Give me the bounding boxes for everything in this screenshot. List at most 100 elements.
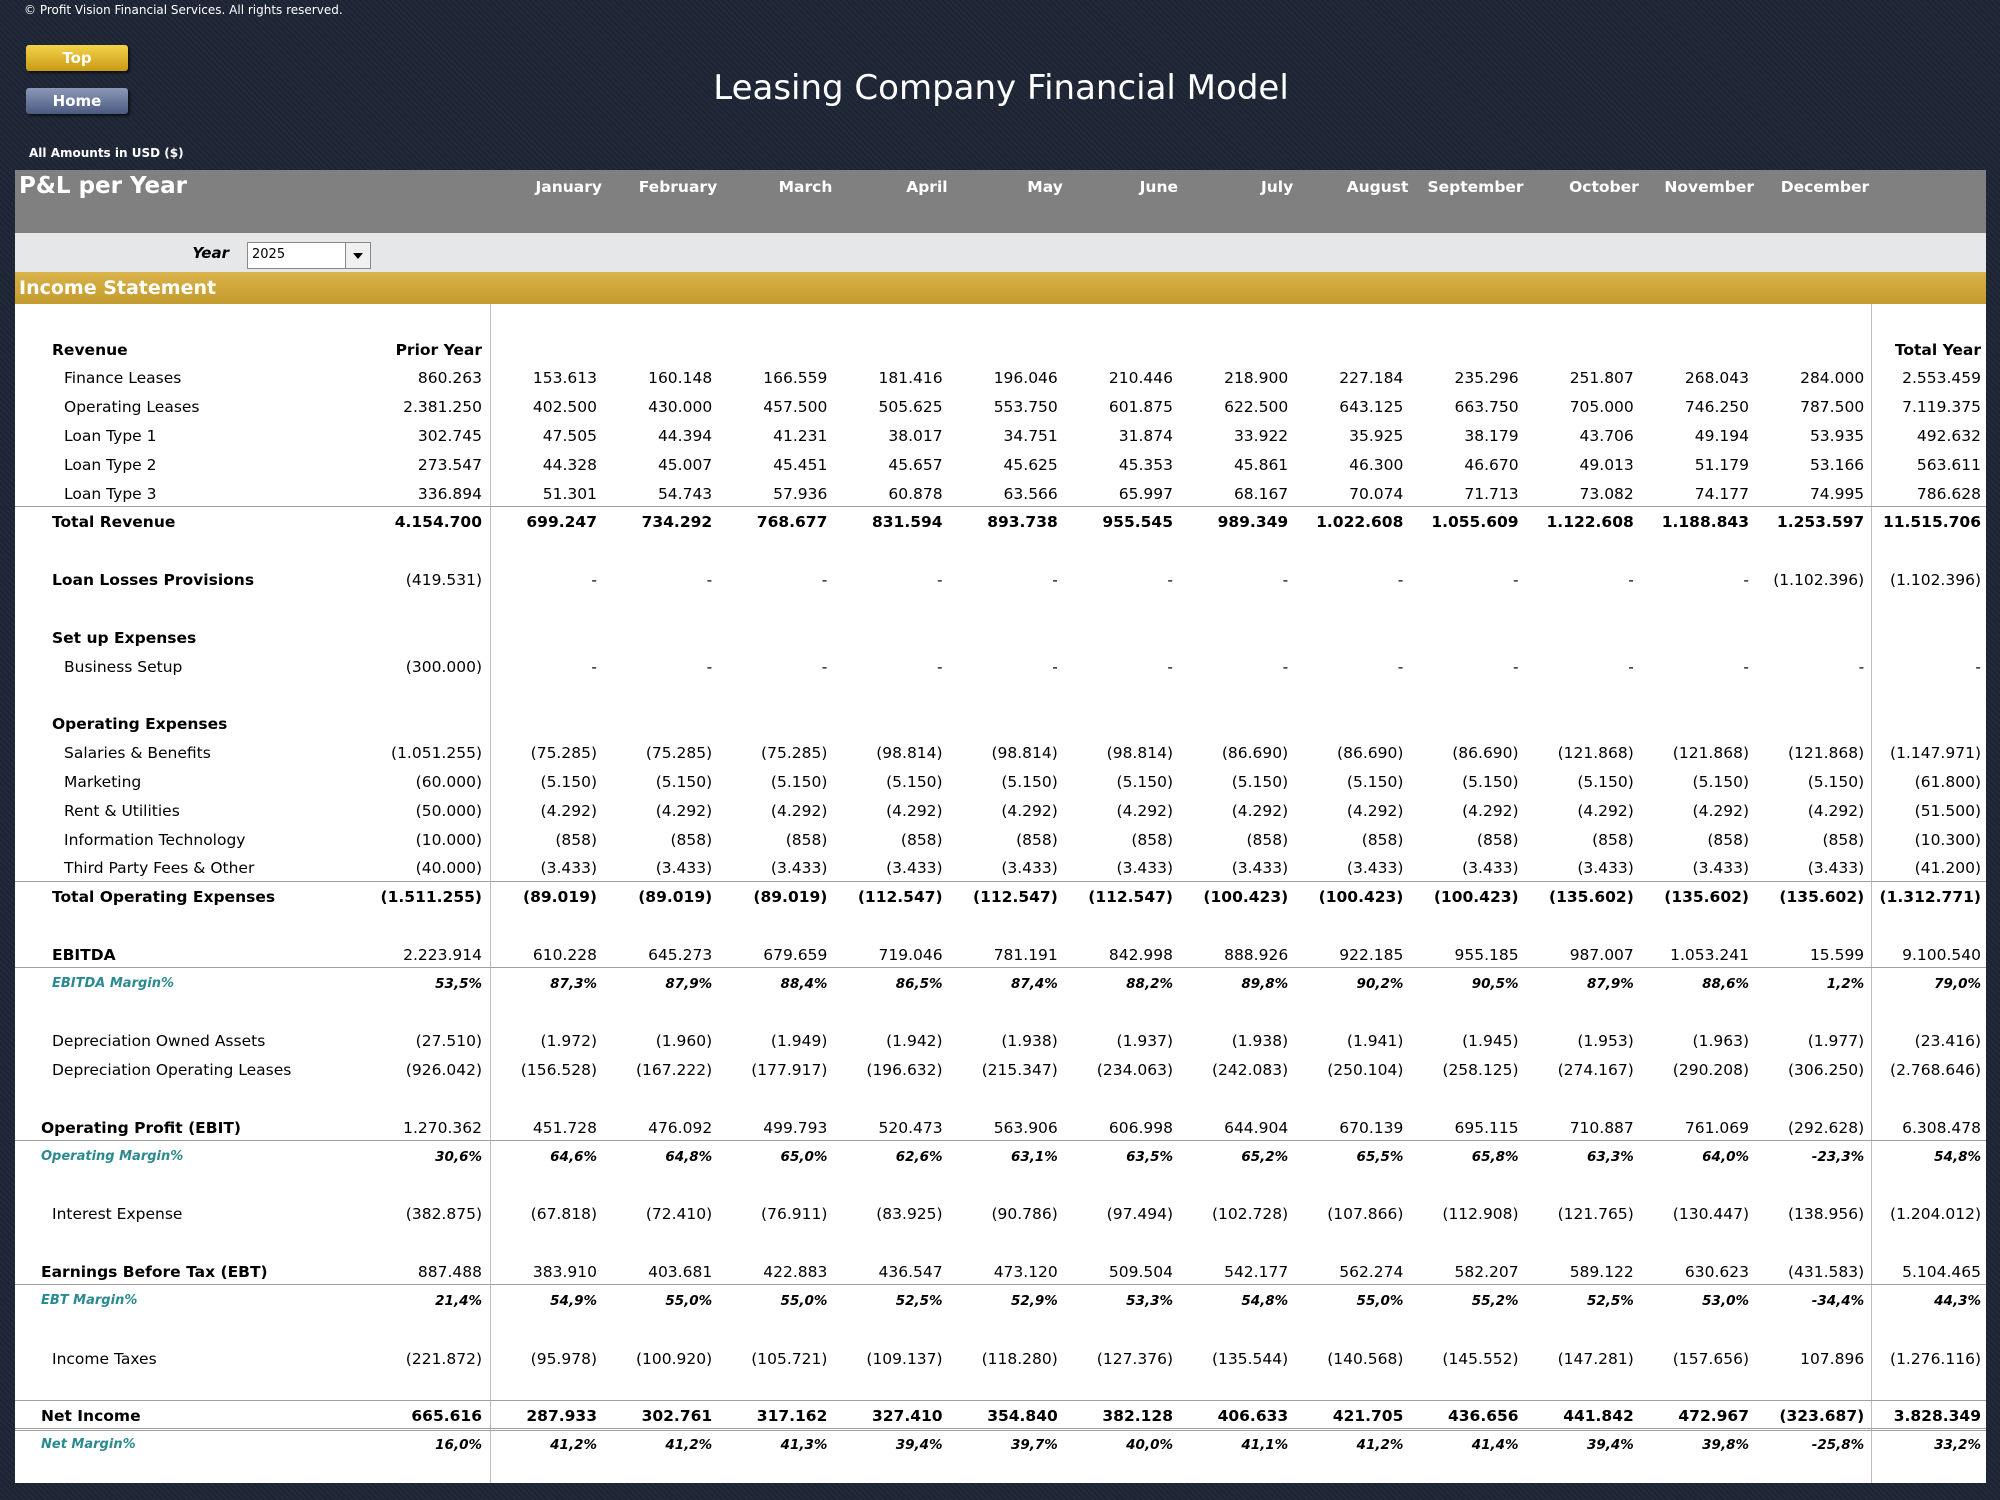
cell-value: 1.053.241 [1670, 945, 1749, 964]
month-header: August [1346, 178, 1409, 196]
row-label: Net Income [41, 1407, 141, 1426]
dropdown-arrow[interactable] [345, 243, 370, 268]
cell-value: 70.074 [1349, 484, 1404, 503]
cell-value: 55,2% [1471, 1292, 1519, 1309]
cell-value: 34.751 [1003, 426, 1058, 445]
top-button[interactable]: Top [26, 45, 128, 71]
cell-value: (107.866) [1327, 1205, 1404, 1224]
cell-value: 6.308.478 [1902, 1118, 1981, 1137]
home-button[interactable]: Home [26, 88, 128, 114]
cell-value: 38.179 [1464, 426, 1519, 445]
cell-value: 663.750 [1454, 398, 1519, 417]
cell-value: (858) [1707, 830, 1749, 849]
cell-value: 64,0% [1702, 1148, 1749, 1165]
cell-value: 831.594 [871, 513, 943, 532]
cell-value: 86,5% [895, 975, 943, 992]
cell-value: (98.814) [876, 744, 943, 763]
cell-value: (3.433) [1692, 859, 1749, 878]
cell-value: 55,0% [1356, 1292, 1404, 1309]
cell-value: 160.148 [648, 369, 713, 388]
cell-value: (41.200) [1914, 859, 1981, 878]
cell-value: 403.681 [648, 1263, 713, 1282]
cell-value: 705.000 [1569, 398, 1634, 417]
cell-value: -34,4% [1811, 1292, 1865, 1309]
cell-value: (4.292) [1807, 801, 1865, 820]
header-band [15, 170, 1986, 233]
cell-value: - [1628, 571, 1634, 590]
cell-value: (234.063) [1096, 1061, 1173, 1080]
cell-value: 441.842 [1563, 1407, 1634, 1426]
cell-value: 39,8% [1702, 1437, 1749, 1454]
cell-value: 45.007 [657, 455, 713, 474]
month-header: April [906, 178, 948, 196]
cell-value: 3.828.349 [1893, 1407, 1981, 1426]
cell-value: 65,2% [1241, 1148, 1289, 1165]
row-label: Depreciation Owned Assets [52, 1032, 266, 1051]
cell-value: 643.125 [1339, 398, 1404, 417]
cell-value: (40.000) [415, 859, 482, 878]
cell-value: (5.150) [1577, 772, 1634, 791]
cell-value: 670.139 [1339, 1118, 1404, 1137]
cell-value: 645.273 [648, 945, 713, 964]
cell-value: (221.872) [405, 1349, 482, 1368]
cell-value: - [1858, 657, 1865, 676]
cell-value: 430.000 [648, 398, 713, 417]
cell-value: (1.977) [1807, 1032, 1865, 1051]
cell-value: 60.878 [888, 484, 943, 503]
cell-value: (4.292) [770, 801, 828, 820]
cell-value: (4.292) [1346, 801, 1404, 820]
cell-value: - [1397, 657, 1404, 676]
cell-value: - [591, 657, 597, 676]
cell-value: 55,0% [665, 1292, 713, 1309]
cell-value: 695.115 [1454, 1118, 1519, 1137]
cell-value: 64,8% [665, 1148, 713, 1165]
cell-value: 2.553.459 [1902, 369, 1981, 388]
cell-value: 53.935 [1809, 426, 1865, 445]
cell-value: (98.814) [991, 744, 1058, 763]
cell-value: (858) [670, 830, 713, 849]
cell-value: (121.868) [1787, 744, 1865, 763]
cell-value: 787.500 [1800, 398, 1865, 417]
cell-value: 284.000 [1800, 369, 1865, 388]
cell-value: 922.185 [1339, 945, 1404, 964]
cell-value: 887.488 [417, 1263, 482, 1282]
cell-value: (306.250) [1787, 1061, 1865, 1080]
cell-value: (5.150) [655, 772, 713, 791]
row-label: Depreciation Operating Leases [52, 1061, 292, 1080]
cell-value: 987.007 [1569, 945, 1634, 964]
cell-value: 43.706 [1579, 426, 1634, 445]
year-dropdown[interactable]: 2025 [247, 242, 371, 269]
cell-value: 65,8% [1471, 1148, 1519, 1165]
cell-value: - [706, 657, 713, 676]
cell-value: 251.807 [1569, 369, 1634, 388]
cell-value: (3.433) [540, 859, 597, 878]
cell-value: (75.285) [645, 744, 713, 763]
cell-value: (274.167) [1557, 1061, 1634, 1080]
cell-value: 39,4% [1586, 1437, 1634, 1454]
cell-value: (5.150) [1001, 772, 1058, 791]
cell-value: (1.953) [1577, 1032, 1634, 1051]
cell-value: 65,5% [1356, 1148, 1404, 1165]
row-label: Loan Type 3 [64, 484, 157, 503]
cell-value: 41.231 [773, 426, 828, 445]
cell-value: (127.376) [1096, 1349, 1173, 1368]
cell-value: 402.500 [532, 398, 597, 417]
section-title: P&L per Year [19, 173, 187, 199]
cell-value: (50.000) [415, 801, 482, 820]
row-rule [15, 881, 1986, 883]
row-rule [15, 506, 1986, 508]
cell-value: (86.690) [1337, 744, 1404, 763]
cell-value: (4.292) [540, 801, 597, 820]
cell-value: (109.137) [866, 1349, 943, 1368]
row-rule [15, 1428, 1986, 1432]
cell-value: 761.069 [1684, 1118, 1749, 1137]
cell-value: - [1052, 571, 1058, 590]
cell-value: 287.933 [526, 1407, 597, 1426]
cell-value: (27.510) [415, 1032, 482, 1051]
cell-value: 90,2% [1356, 975, 1404, 992]
cell-value: 53,0% [1702, 1292, 1749, 1309]
cell-value: (4.292) [1577, 801, 1634, 820]
cell-value: 33,2% [1934, 1437, 1981, 1454]
cell-value: 842.998 [1108, 945, 1173, 964]
cell-value: 422.883 [763, 1263, 828, 1282]
